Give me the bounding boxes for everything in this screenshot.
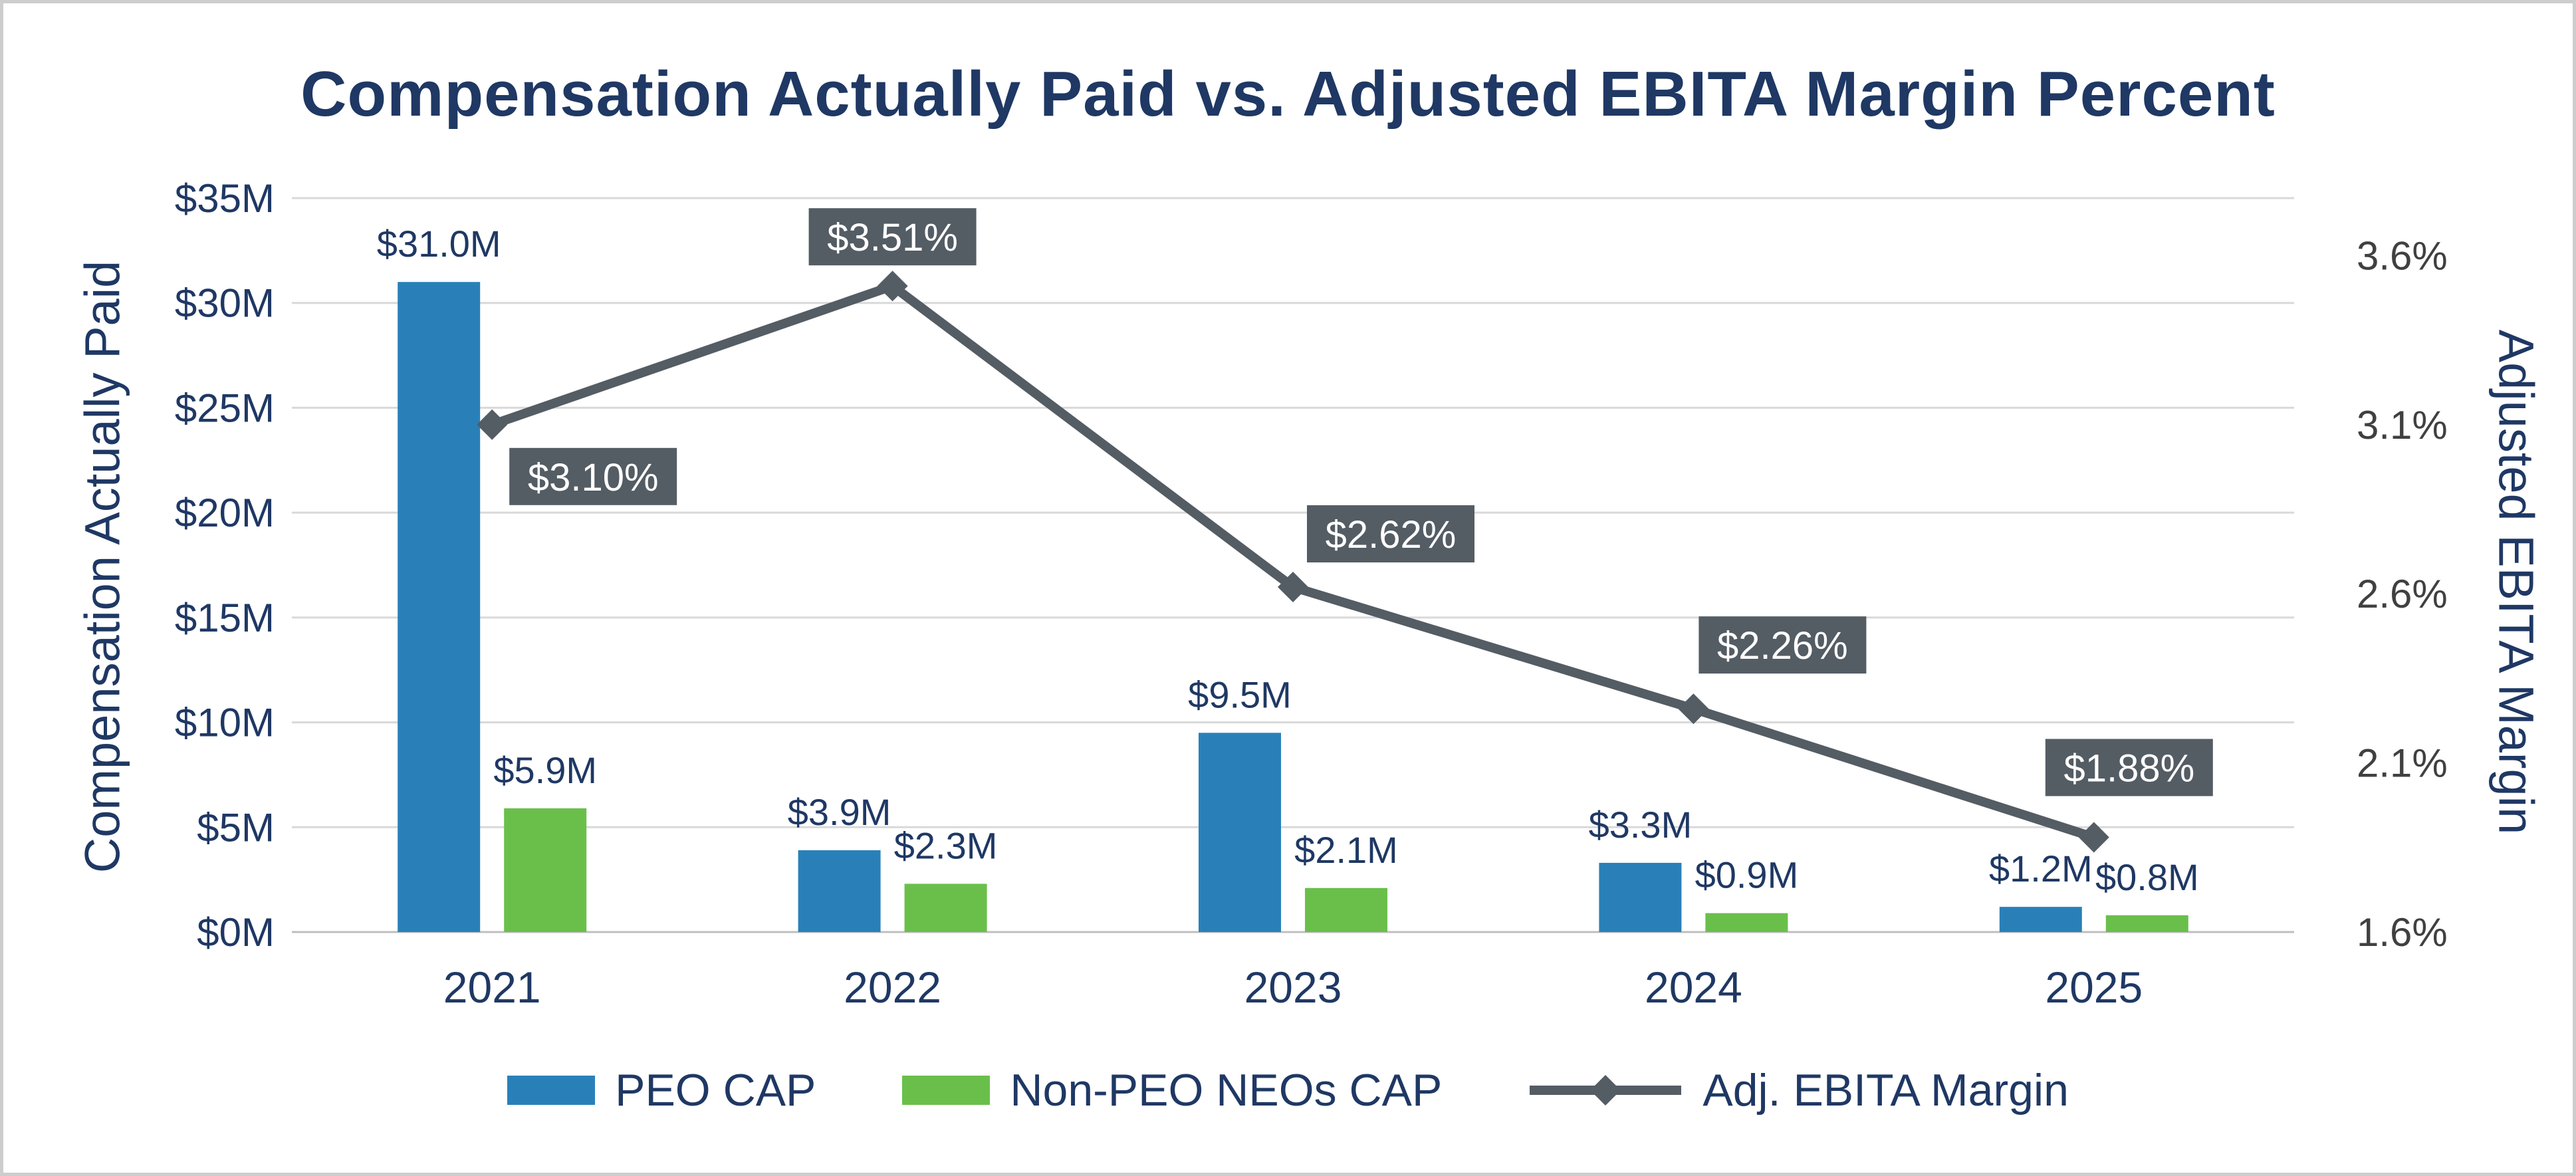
- x-axis-year-label: 2021: [443, 963, 541, 1012]
- ebita-marker-2022: [877, 271, 908, 302]
- bar-value-label: $2.3M: [894, 824, 998, 866]
- plot-canvas: $0M $5M $10M $15M $20M $25M $30M $35M 1.6% 2.1% 2.…: [175, 176, 2448, 1012]
- line-data-label: $1.88%: [2063, 747, 2194, 790]
- bar-value-label: $31.0M: [377, 223, 501, 265]
- ebita-marker-2023: [1278, 572, 1308, 603]
- bar-peo-cap-2025: [1999, 907, 2082, 932]
- legend-item-non-peo-cap: Non-PEO NEOs CAP: [902, 1064, 1442, 1116]
- line-data-label: $2.62%: [1326, 513, 1457, 556]
- bar-non-peo-cap-2023: [1305, 887, 1387, 932]
- left-axis-tick-label: $35M: [175, 176, 275, 221]
- line-data-label-box: [2045, 739, 2213, 796]
- x-axis-year-label: 2023: [1244, 963, 1342, 1012]
- right-axis-tick-label: 1.6%: [2357, 910, 2448, 955]
- bar-value-label: $0.9M: [1695, 854, 1799, 896]
- x-axis-year-label: 2024: [1645, 963, 1742, 1012]
- ebita-marker-2021: [477, 409, 508, 440]
- bar-non-peo-cap-2021: [504, 808, 587, 932]
- right-axis-tick-label: 3.1%: [2357, 403, 2448, 447]
- bar-peo-cap-2022: [798, 850, 881, 932]
- legend-item-peo-cap: PEO CAP: [507, 1064, 816, 1116]
- chart-title: Compensation Actually Paid vs. Adjusted …: [300, 59, 2276, 130]
- line-data-label: $3.10%: [528, 456, 659, 499]
- bar-value-label: $1.2M: [1989, 848, 2093, 889]
- line-data-label-box: [1698, 616, 1867, 674]
- bar-value-label: $3.3M: [1589, 804, 1693, 846]
- right-axis-tick-label: 2.6%: [2357, 572, 2448, 616]
- x-axis-year-label: 2025: [2045, 963, 2143, 1012]
- left-axis-tick-label: $20M: [175, 491, 275, 535]
- legend-swatch-nonpeo: [902, 1076, 991, 1105]
- left-axis-tick-label: $5M: [197, 805, 275, 850]
- line-data-label-box: [1307, 505, 1474, 563]
- x-axis-year-label: 2022: [844, 963, 941, 1012]
- ebita-marker-2024: [1678, 693, 1709, 725]
- line-data-label-box: [808, 208, 977, 266]
- ebita-margin-line: [490, 281, 2095, 842]
- legend-item-ebita-margin: Adj. EBITA Margin: [1528, 1064, 2069, 1116]
- left-axis-tick-label: $15M: [175, 596, 275, 640]
- legend-label-ebita: Adj. EBITA Margin: [1702, 1065, 2069, 1116]
- bar-non-peo-cap-2025: [2105, 915, 2188, 932]
- bar-peo-cap-2023: [1199, 733, 1281, 932]
- bar-value-label: $2.1M: [1294, 829, 1398, 871]
- line-data-label-box: [509, 447, 677, 505]
- legend-swatch-peo: [507, 1076, 596, 1105]
- bar-peo-cap-2024: [1599, 862, 1682, 932]
- bar-non-peo-cap-2024: [1705, 913, 1788, 932]
- legend-label-peo: PEO CAP: [615, 1065, 816, 1116]
- legend-label-nonpeo: Non-PEO NEOs CAP: [1010, 1065, 1443, 1116]
- line-data-label: $3.51%: [827, 216, 958, 259]
- bar-value-label: $5.9M: [493, 749, 597, 791]
- line-data-label: $2.26%: [1717, 624, 1848, 667]
- legend: PEO CAP Non-PEO NEOs CAP Adj. EBITA Marg…: [3, 1064, 2573, 1116]
- left-axis-tick-label: $30M: [175, 281, 275, 326]
- ebita-marker-2025: [2078, 822, 2109, 853]
- bar-value-label: $0.8M: [2095, 856, 2199, 898]
- bar-peo-cap-2021: [398, 282, 481, 933]
- left-axis-tick-label: $25M: [175, 386, 275, 430]
- bar-value-label: $9.5M: [1188, 673, 1292, 715]
- legend-line-diamond-icon: [1530, 1075, 1682, 1106]
- left-axis-tick-label: $10M: [175, 701, 275, 745]
- right-axis-tick-label: 3.6%: [2357, 233, 2448, 278]
- bar-value-label: $3.9M: [788, 791, 891, 833]
- bar-non-peo-cap-2022: [904, 883, 987, 932]
- left-axis-tick-label: $0M: [197, 910, 275, 955]
- right-axis-tick-label: 2.1%: [2357, 741, 2448, 786]
